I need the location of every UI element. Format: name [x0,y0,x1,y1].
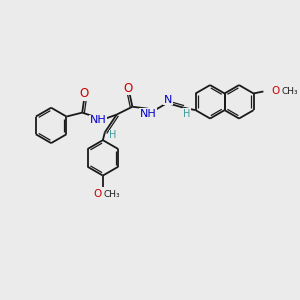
Text: N: N [164,95,172,105]
Text: O: O [80,87,89,101]
Text: O: O [94,189,102,199]
Text: NH: NH [140,109,157,118]
Text: CH₃: CH₃ [281,87,298,96]
Text: NH: NH [90,116,106,125]
Text: CH₃: CH₃ [104,190,121,199]
Text: H: H [183,109,190,118]
Text: O: O [124,82,133,94]
Text: O: O [271,86,279,97]
Text: H: H [109,130,116,140]
